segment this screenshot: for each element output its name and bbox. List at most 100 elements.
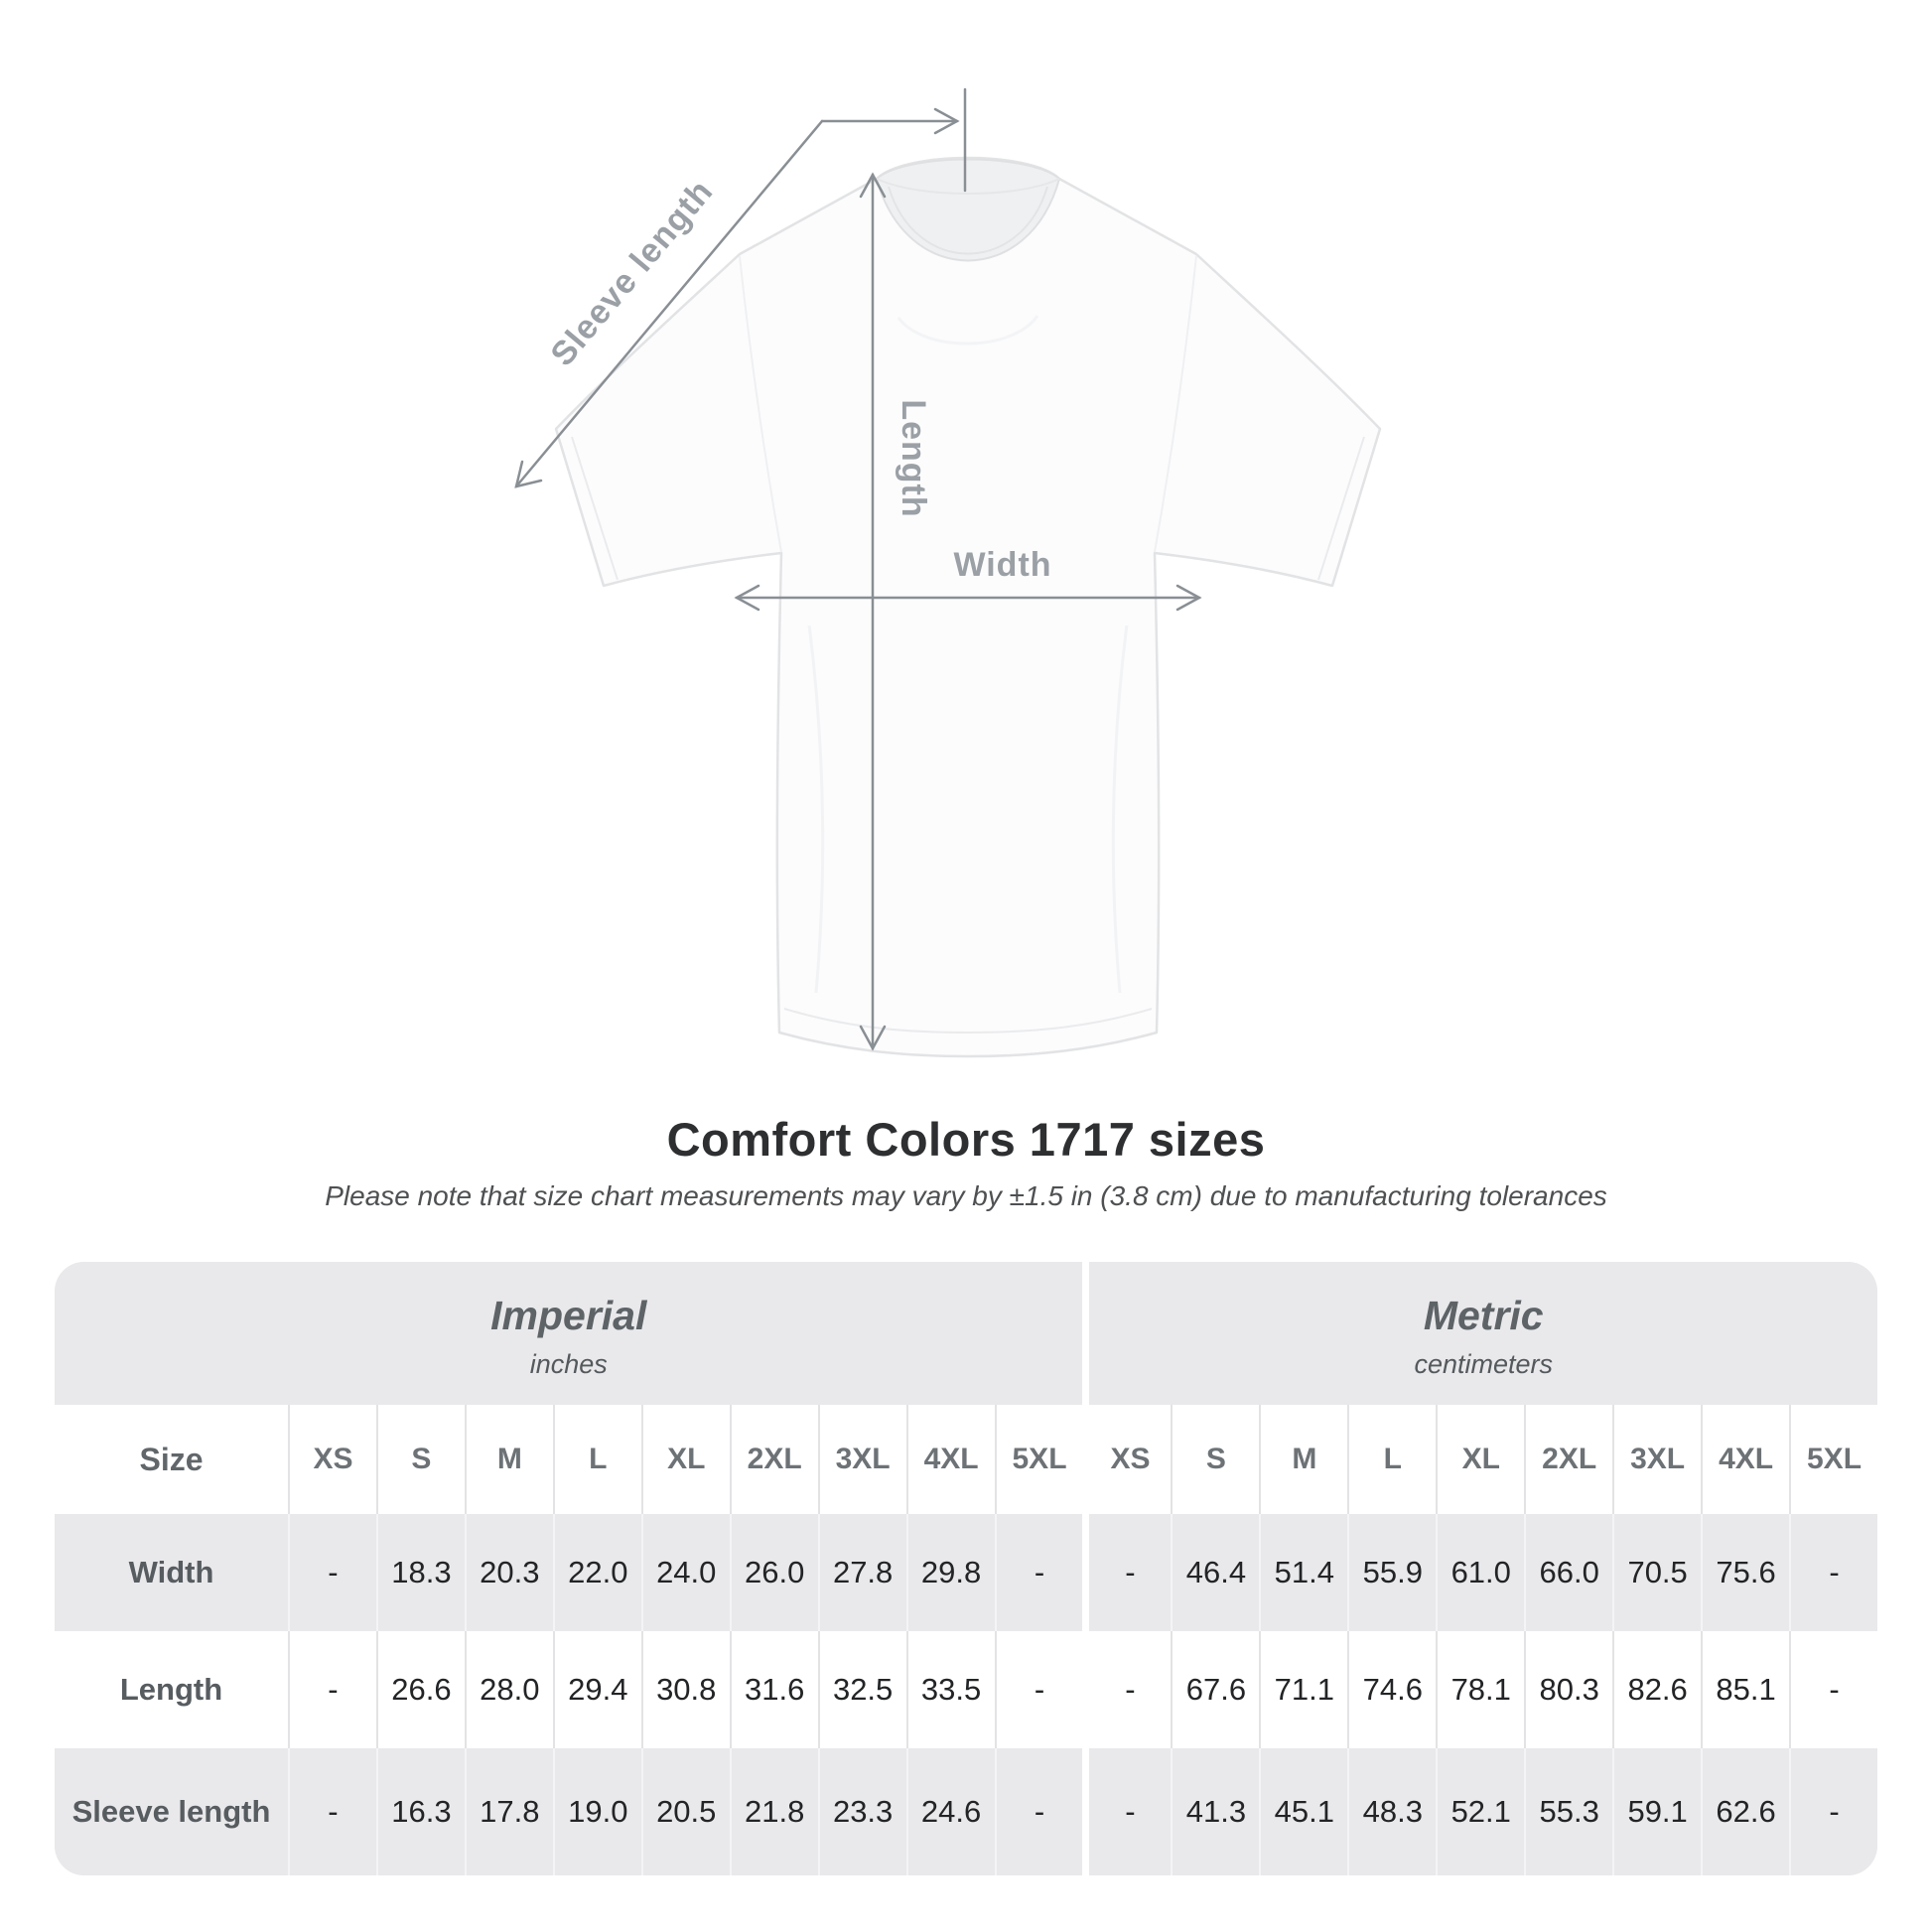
size-header-metric-3xl: 3XL xyxy=(1612,1405,1702,1514)
tshirt-left-cuff-hem xyxy=(571,436,619,581)
size-header-metric-s: S xyxy=(1171,1405,1260,1514)
tshirt-bottom-hem xyxy=(783,1008,1153,1035)
tshirt-wrinkle-chest xyxy=(897,315,1039,345)
value-sleeve-length-imperial-xl: 20.5 xyxy=(640,1748,730,1875)
value-sleeve-length-metric-4xl: 62.6 xyxy=(1701,1748,1790,1875)
value-length-imperial-5xl: - xyxy=(994,1631,1083,1748)
tshirt-right-sleeve-seam xyxy=(1154,255,1197,553)
value-width-imperial-xl: 24.0 xyxy=(640,1514,730,1631)
size-table: Imperial inches Metric centimeters Size XS S M L… xyxy=(55,1262,1877,1875)
size-header-metric-2xl: 2XL xyxy=(1524,1405,1613,1514)
size-header-imperial-l: L xyxy=(552,1405,641,1514)
sleeve-arrow-left-chevron xyxy=(514,460,543,488)
size-header-metric-5xl: 5XL xyxy=(1789,1405,1877,1514)
size-header-imperial-5xl: 5XL xyxy=(994,1405,1083,1514)
length-arrow-bottom-chevron xyxy=(859,1025,887,1051)
value-sleeve-length-metric-2xl: 55.3 xyxy=(1524,1748,1613,1875)
unit-group-sublabel: inches xyxy=(529,1349,608,1379)
tolerance-note: Please note that size chart measurements… xyxy=(325,1180,1607,1211)
value-width-metric-3xl: 70.5 xyxy=(1612,1514,1702,1631)
value-sleeve-length-imperial-l: 19.0 xyxy=(552,1748,641,1875)
value-width-metric-s: 46.4 xyxy=(1171,1514,1260,1631)
size-header-metric-m: M xyxy=(1259,1405,1348,1514)
tshirt-wrinkle-left xyxy=(807,624,825,994)
value-length-metric-xs: - xyxy=(1082,1631,1172,1748)
tshirt-measurement-diagram: Sleeve length Length Width xyxy=(514,87,1382,1058)
value-length-metric-s: 67.6 xyxy=(1171,1631,1260,1748)
value-width-metric-l: 55.9 xyxy=(1347,1514,1437,1631)
value-sleeve-length-imperial-4xl: 24.6 xyxy=(905,1748,995,1875)
tshirt-collar-rib xyxy=(888,186,1048,255)
tshirt-left-sleeve-seam xyxy=(739,255,782,553)
value-length-imperial-s: 26.6 xyxy=(375,1631,465,1748)
title-block: Comfort Colors 1717 sizes Please note th… xyxy=(0,1112,1932,1212)
size-header-imperial-3xl: 3XL xyxy=(817,1405,906,1514)
value-length-imperial-l: 29.4 xyxy=(552,1631,641,1748)
value-length-metric-xl: 78.1 xyxy=(1436,1631,1525,1748)
unit-group-imperial: Imperial inches xyxy=(55,1262,1083,1405)
value-length-imperial-2xl: 31.6 xyxy=(729,1631,818,1748)
value-sleeve-length-metric-l: 48.3 xyxy=(1347,1748,1437,1875)
size-header-imperial-4xl: 4XL xyxy=(905,1405,995,1514)
tshirt-body-shape xyxy=(554,156,1382,1058)
value-sleeve-length-metric-3xl: 59.1 xyxy=(1612,1748,1702,1875)
value-width-metric-m: 51.4 xyxy=(1259,1514,1348,1631)
sleeve-arrow-diagonal xyxy=(514,119,824,488)
value-length-metric-m: 71.1 xyxy=(1259,1631,1348,1748)
size-header-imperial-m: M xyxy=(464,1405,553,1514)
value-width-metric-xs: - xyxy=(1082,1514,1172,1631)
tshirt-back-collar-line xyxy=(876,178,1060,195)
row-label-sleeve-length: Sleeve length xyxy=(55,1748,288,1875)
width-label: Width xyxy=(953,546,1051,584)
value-width-imperial-m: 20.3 xyxy=(464,1514,553,1631)
value-width-imperial-s: 18.3 xyxy=(375,1514,465,1631)
value-length-imperial-m: 28.0 xyxy=(464,1631,553,1748)
value-width-metric-4xl: 75.6 xyxy=(1701,1514,1790,1631)
value-length-imperial-xl: 30.8 xyxy=(640,1631,730,1748)
value-sleeve-length-imperial-5xl: - xyxy=(994,1748,1083,1875)
value-sleeve-length-metric-xs: - xyxy=(1082,1748,1172,1875)
value-width-imperial-5xl: - xyxy=(994,1514,1083,1631)
value-sleeve-length-imperial-m: 17.8 xyxy=(464,1748,553,1875)
unit-group-metric: Metric centimeters xyxy=(1082,1262,1877,1405)
unit-group-label: Metric xyxy=(1423,1293,1544,1338)
size-header-metric-xl: XL xyxy=(1436,1405,1525,1514)
value-width-metric-5xl: - xyxy=(1789,1514,1877,1631)
value-sleeve-length-metric-m: 45.1 xyxy=(1259,1748,1348,1875)
length-label: Length xyxy=(895,399,932,517)
size-header-metric-4xl: 4XL xyxy=(1701,1405,1790,1514)
value-sleeve-length-metric-s: 41.3 xyxy=(1171,1748,1260,1875)
value-width-imperial-l: 22.0 xyxy=(552,1514,641,1631)
value-sleeve-length-metric-5xl: - xyxy=(1789,1748,1877,1875)
value-width-metric-xl: 61.0 xyxy=(1436,1514,1525,1631)
value-width-imperial-2xl: 26.0 xyxy=(729,1514,818,1631)
size-header-imperial-s: S xyxy=(375,1405,465,1514)
value-length-metric-4xl: 85.1 xyxy=(1701,1631,1790,1748)
unit-group-label: Imperial xyxy=(490,1293,647,1338)
value-width-imperial-4xl: 29.8 xyxy=(905,1514,995,1631)
value-width-metric-2xl: 66.0 xyxy=(1524,1514,1613,1631)
width-arrow-right-chevron xyxy=(1175,584,1202,612)
value-length-metric-l: 74.6 xyxy=(1347,1631,1437,1748)
value-width-imperial-xs: - xyxy=(288,1514,376,1631)
value-sleeve-length-imperial-xs: - xyxy=(288,1748,376,1875)
size-header-imperial-xl: XL xyxy=(640,1405,730,1514)
tshirt-right-cuff-hem xyxy=(1317,436,1365,581)
tshirt-wrinkle-right xyxy=(1111,624,1129,994)
value-sleeve-length-imperial-3xl: 23.3 xyxy=(817,1748,906,1875)
row-label-length: Length xyxy=(55,1631,288,1748)
width-arrow-left-chevron xyxy=(734,584,760,612)
size-header-metric-xs: XS xyxy=(1082,1405,1172,1514)
size-header-imperial-2xl: 2XL xyxy=(729,1405,818,1514)
value-width-imperial-3xl: 27.8 xyxy=(817,1514,906,1631)
value-sleeve-length-imperial-2xl: 21.8 xyxy=(729,1748,818,1875)
page-title: Comfort Colors 1717 sizes xyxy=(666,1113,1266,1166)
tshirt-neck-opening xyxy=(875,158,1061,262)
value-length-imperial-4xl: 33.5 xyxy=(905,1631,995,1748)
size-header-metric-l: L xyxy=(1347,1405,1437,1514)
value-length-metric-2xl: 80.3 xyxy=(1524,1631,1613,1748)
length-arrow-top-chevron xyxy=(859,172,887,199)
value-length-metric-5xl: - xyxy=(1789,1631,1877,1748)
row-label-width: Width xyxy=(55,1514,288,1631)
